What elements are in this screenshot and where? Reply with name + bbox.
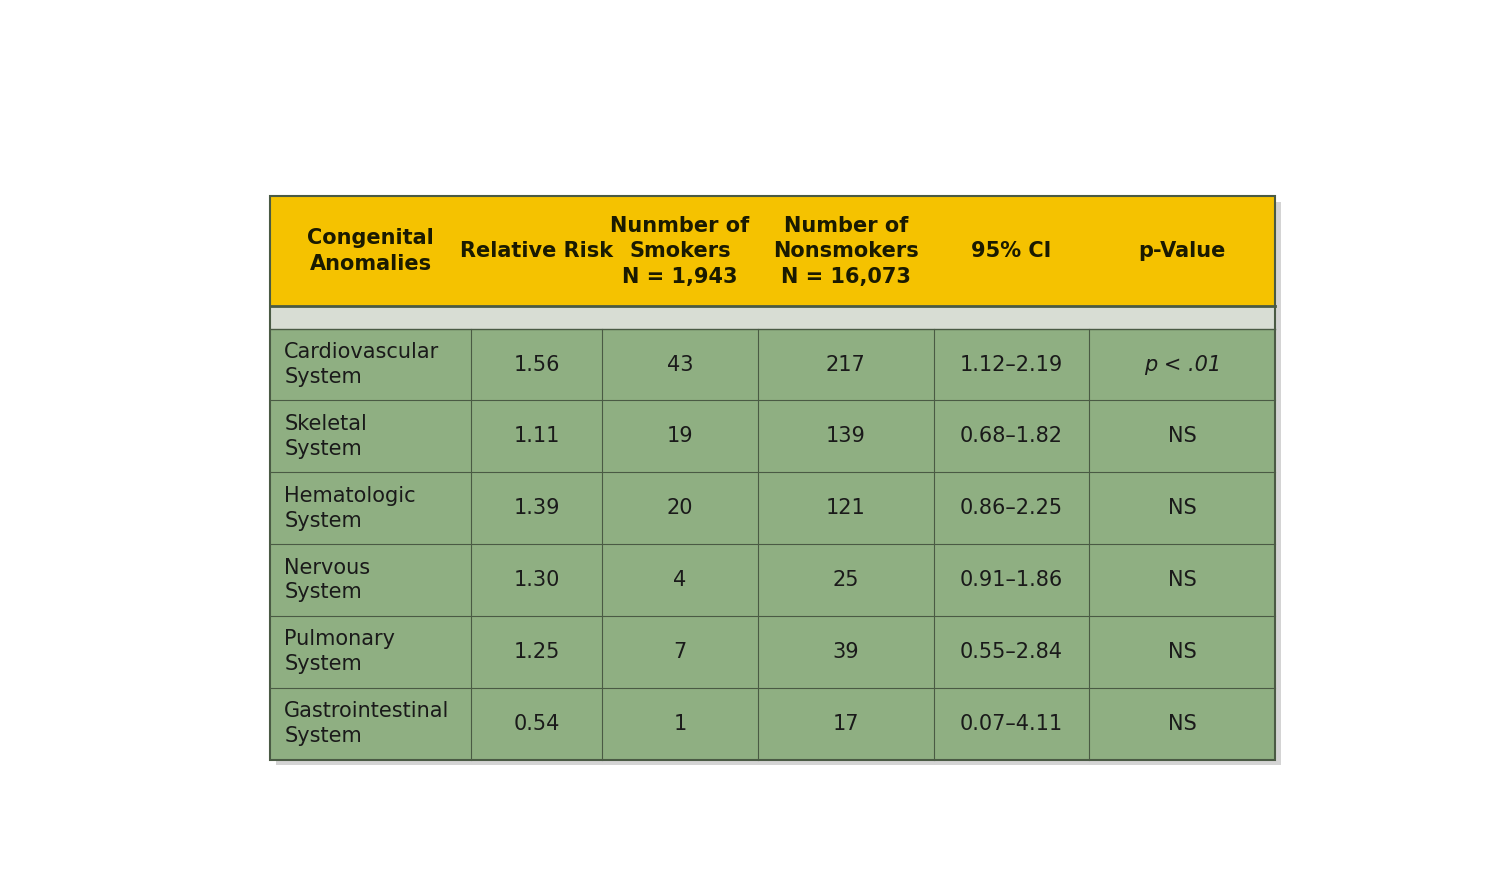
Text: Relative Risk: Relative Risk xyxy=(460,241,614,261)
Text: 0.54: 0.54 xyxy=(513,714,559,733)
Text: 7: 7 xyxy=(673,642,686,662)
Text: NS: NS xyxy=(1169,426,1197,446)
Text: Skeletal
System: Skeletal System xyxy=(285,414,368,458)
Text: Number of
Nonsmokers
N = 16,073: Number of Nonsmokers N = 16,073 xyxy=(772,216,918,287)
Text: NS: NS xyxy=(1169,642,1197,662)
Text: Hematologic
System: Hematologic System xyxy=(285,486,416,531)
Text: Gastrointestinal
System: Gastrointestinal System xyxy=(285,701,449,746)
Text: 121: 121 xyxy=(826,499,866,518)
Text: 95% CI: 95% CI xyxy=(971,241,1051,261)
FancyBboxPatch shape xyxy=(270,196,1276,306)
Text: Nunmber of
Smokers
N = 1,943: Nunmber of Smokers N = 1,943 xyxy=(611,216,749,287)
Text: 0.55–2.84: 0.55–2.84 xyxy=(961,642,1063,662)
Text: 25: 25 xyxy=(832,570,860,590)
Text: 1.56: 1.56 xyxy=(513,355,559,375)
Text: NS: NS xyxy=(1169,570,1197,590)
Text: 19: 19 xyxy=(667,426,694,446)
Text: Pulmonary
System: Pulmonary System xyxy=(285,630,395,674)
Text: 0.91–1.86: 0.91–1.86 xyxy=(961,570,1063,590)
Text: 1.39: 1.39 xyxy=(513,499,559,518)
Text: 0.68–1.82: 0.68–1.82 xyxy=(961,426,1063,446)
Text: NS: NS xyxy=(1169,499,1197,518)
Text: 1.12–2.19: 1.12–2.19 xyxy=(961,355,1063,375)
Text: 139: 139 xyxy=(826,426,866,446)
FancyBboxPatch shape xyxy=(276,202,1282,765)
Text: Congenital
Anomalies: Congenital Anomalies xyxy=(308,228,434,274)
Text: 4: 4 xyxy=(673,570,686,590)
Text: 0.07–4.11: 0.07–4.11 xyxy=(961,714,1063,733)
Text: Nervous
System: Nervous System xyxy=(285,558,371,602)
Text: 1.11: 1.11 xyxy=(513,426,559,446)
Text: 43: 43 xyxy=(667,355,694,375)
Text: 1: 1 xyxy=(673,714,686,733)
FancyBboxPatch shape xyxy=(270,306,1276,328)
Text: 20: 20 xyxy=(667,499,694,518)
Text: 1.25: 1.25 xyxy=(513,642,559,662)
Text: 39: 39 xyxy=(832,642,860,662)
Text: 217: 217 xyxy=(826,355,866,375)
FancyBboxPatch shape xyxy=(270,328,1276,760)
Text: Cardiovascular
System: Cardiovascular System xyxy=(285,343,440,387)
Text: 0.86–2.25: 0.86–2.25 xyxy=(961,499,1063,518)
Text: p-Value: p-Value xyxy=(1139,241,1226,261)
Text: 1.30: 1.30 xyxy=(513,570,559,590)
Text: NS: NS xyxy=(1169,714,1197,733)
Text: p < .01: p < .01 xyxy=(1145,355,1221,375)
Text: 17: 17 xyxy=(832,714,860,733)
